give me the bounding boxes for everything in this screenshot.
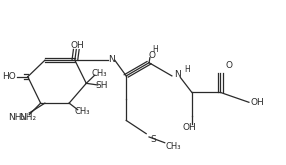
Text: CH₃: CH₃ [91,69,107,78]
Text: H: H [152,45,158,54]
Text: N: N [109,55,115,64]
Text: CH₃: CH₃ [74,107,90,116]
Text: HO: HO [2,72,15,81]
Text: H: H [185,65,190,74]
Text: NH₂: NH₂ [8,114,25,122]
Text: O: O [148,51,155,60]
Text: OH: OH [251,98,264,107]
Text: N: N [174,70,181,79]
Text: SH: SH [96,81,108,90]
Text: CH₃: CH₃ [166,142,181,150]
Text: OH: OH [71,41,85,50]
Text: O: O [225,62,233,70]
Text: NH₂: NH₂ [19,114,36,122]
Text: S: S [150,135,156,144]
Text: OH: OH [182,123,196,132]
